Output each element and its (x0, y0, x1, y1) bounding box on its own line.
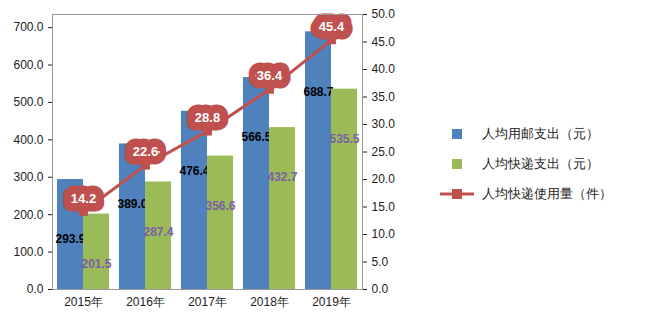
svg-text:25.0: 25.0 (372, 145, 396, 159)
svg-text:476.4: 476.4 (179, 164, 209, 178)
svg-text:14.2: 14.2 (71, 191, 96, 206)
svg-text:2015年: 2015年 (64, 295, 103, 309)
svg-text:566.5: 566.5 (241, 130, 271, 144)
svg-text:45.0: 45.0 (372, 35, 396, 49)
svg-text:200.0: 200.0 (13, 208, 43, 222)
svg-text:28.8: 28.8 (195, 110, 220, 125)
svg-text:45.4: 45.4 (319, 19, 345, 34)
svg-text:700.0: 700.0 (13, 20, 43, 34)
svg-text:35.0: 35.0 (372, 90, 396, 104)
html-text:人均快递支出（元）: 人均快递支出（元） (482, 155, 599, 171)
svg-text:50.0: 50.0 (372, 7, 396, 21)
svg-text:22.6: 22.6 (133, 144, 158, 159)
html-text:人均用邮支出（元）: 人均用邮支出（元） (482, 125, 599, 141)
html-text:人均快递使用量（件）: 人均快递使用量（件） (482, 185, 612, 201)
svg-text:688.7: 688.7 (303, 85, 333, 99)
svg-text:30.0: 30.0 (372, 117, 396, 131)
svg-text:2019年: 2019年 (312, 295, 351, 309)
svg-text:300.0: 300.0 (13, 170, 43, 184)
svg-text:36.4: 36.4 (257, 68, 283, 83)
svg-text:400.0: 400.0 (13, 133, 43, 147)
svg-text:389.0: 389.0 (117, 197, 147, 211)
svg-text:600.0: 600.0 (13, 58, 43, 72)
svg-text:201.5: 201.5 (82, 257, 112, 271)
svg-text:10.0: 10.0 (372, 227, 396, 241)
svg-text:15.0: 15.0 (372, 200, 396, 214)
svg-text:2016年: 2016年 (126, 295, 165, 309)
svg-text:0.0: 0.0 (27, 282, 44, 296)
svg-text:2017年: 2017年 (188, 295, 227, 309)
svg-text:5.0: 5.0 (372, 255, 389, 269)
svg-text:356.6: 356.6 (206, 199, 236, 213)
svg-text:535.5: 535.5 (330, 132, 360, 146)
svg-text:0.0: 0.0 (372, 282, 389, 296)
svg-text:40.0: 40.0 (372, 62, 396, 76)
svg-text:500.0: 500.0 (13, 95, 43, 109)
svg-text:287.4: 287.4 (144, 225, 174, 239)
svg-text:100.0: 100.0 (13, 245, 43, 259)
svg-text:20.0: 20.0 (372, 172, 396, 186)
svg-text:2018年: 2018年 (250, 295, 289, 309)
svg-text:293.9: 293.9 (55, 232, 85, 246)
svg-text:432.7: 432.7 (268, 170, 298, 184)
